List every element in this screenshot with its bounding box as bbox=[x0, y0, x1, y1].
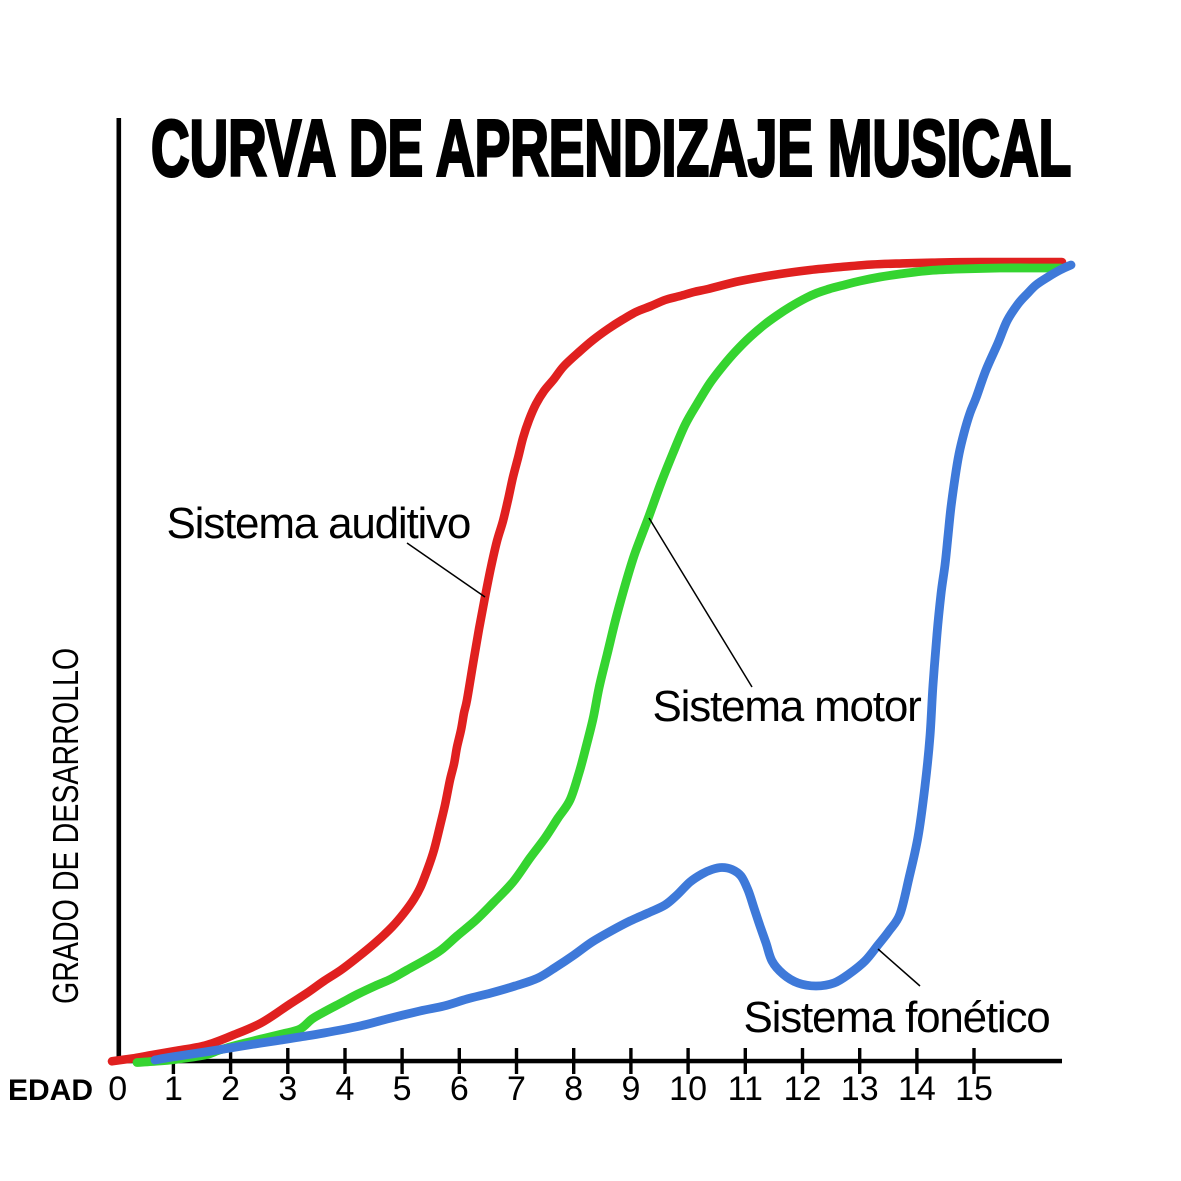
svg-text:9: 9 bbox=[621, 1070, 640, 1108]
svg-text:11: 11 bbox=[728, 1070, 763, 1108]
svg-text:0: 0 bbox=[108, 1070, 127, 1108]
svg-text:10: 10 bbox=[669, 1070, 707, 1108]
svg-text:GRADO DE DESARROLLO: GRADO DE DESARROLLO bbox=[46, 648, 86, 1004]
svg-text:Sistema fonético: Sistema fonético bbox=[744, 993, 1050, 1042]
svg-text:13: 13 bbox=[841, 1070, 879, 1108]
svg-text:CURVA DE APRENDIZAJE MUSICAL: CURVA DE APRENDIZAJE MUSICAL bbox=[151, 104, 1071, 193]
svg-text:3: 3 bbox=[278, 1070, 297, 1108]
svg-text:4: 4 bbox=[336, 1070, 355, 1108]
svg-text:5: 5 bbox=[393, 1070, 412, 1108]
svg-text:Sistema auditivo: Sistema auditivo bbox=[167, 499, 471, 548]
svg-text:EDAD: EDAD bbox=[8, 1074, 93, 1107]
svg-text:7: 7 bbox=[507, 1070, 526, 1108]
svg-text:1: 1 bbox=[164, 1070, 183, 1108]
svg-text:Sistema motor: Sistema motor bbox=[653, 682, 922, 731]
svg-text:12: 12 bbox=[784, 1070, 822, 1108]
svg-text:15: 15 bbox=[955, 1070, 993, 1108]
svg-text:14: 14 bbox=[898, 1070, 936, 1108]
svg-text:2: 2 bbox=[221, 1070, 240, 1108]
svg-text:8: 8 bbox=[564, 1070, 583, 1108]
svg-text:6: 6 bbox=[450, 1070, 469, 1108]
